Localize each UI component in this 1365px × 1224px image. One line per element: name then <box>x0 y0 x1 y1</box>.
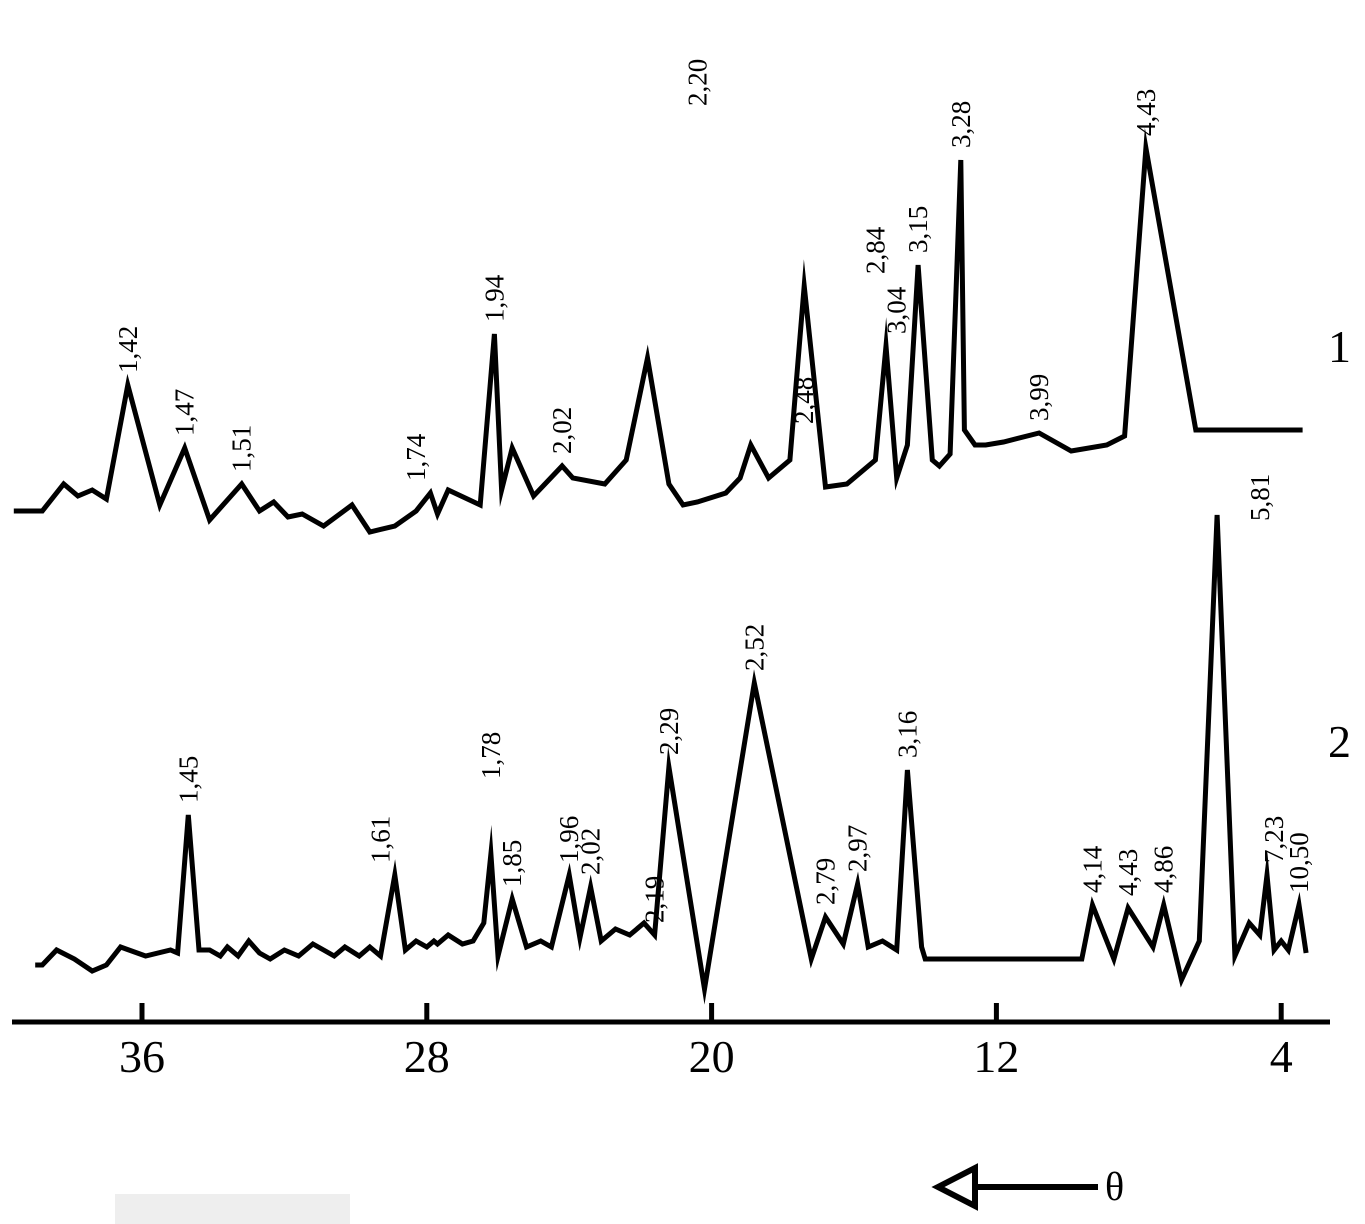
series-1-trace <box>13 127 1303 535</box>
peak-label: 1,45 <box>173 756 203 803</box>
peak-label: 3,04 <box>882 286 912 334</box>
peak-label: 2,48 <box>789 377 819 424</box>
peak-label: 2,79 <box>811 858 841 905</box>
peak-label: 10,50 <box>1284 832 1314 893</box>
peak-label: 4,86 <box>1149 846 1179 893</box>
arrow-left-icon <box>931 1163 978 1211</box>
peak-label: 3,15 <box>903 206 933 253</box>
x-tick-label: 36 <box>119 1031 165 1082</box>
peak-label: 4,14 <box>1078 845 1108 893</box>
peak-label: 1,74 <box>401 433 431 481</box>
peak-label: 1,78 <box>476 732 506 779</box>
peak-label: 4,43 <box>1131 89 1161 136</box>
peak-label: 1,96 <box>554 816 584 863</box>
x-tick-label: 12 <box>973 1031 1019 1082</box>
direction-indicator: θ <box>931 1163 1124 1211</box>
peak-label: 1,94 <box>479 274 509 322</box>
x-tick-label: 4 <box>1270 1031 1293 1082</box>
grey-box <box>115 1194 350 1224</box>
peak-label-layer: 1,42 1,47 1,51 1,74 1,94 2,02 2,20 2,48 2,84 3,04… <box>113 59 1314 923</box>
peak-label: 7,23 <box>1259 816 1289 863</box>
x-tick-label: 28 <box>404 1031 450 1082</box>
x-tick-label: 20 <box>689 1031 735 1082</box>
peak-label: 2,20 <box>682 59 712 106</box>
x-axis: 36 28 20 12 4 <box>12 1003 1330 1082</box>
peak-label: 2,19 <box>640 876 670 923</box>
direction-label: θ <box>1105 1164 1124 1209</box>
peak-label: 2,29 <box>654 708 684 755</box>
peak-label: 1,61 <box>366 816 396 863</box>
trace-layer <box>13 127 1309 1005</box>
peak-label: 4,43 <box>1113 849 1143 896</box>
peak-label: 2,02 <box>547 407 577 454</box>
peak-label: 2,84 <box>860 226 890 274</box>
peak-label: 1,42 <box>113 326 143 373</box>
peak-label: 3,99 <box>1024 374 1054 421</box>
peak-label: 2,97 <box>843 825 873 872</box>
peak-label: 3,28 <box>946 101 976 148</box>
peak-label: 2,52 <box>739 624 769 671</box>
peak-label: 1,47 <box>170 389 200 436</box>
series-label-layer: 12 <box>1328 321 1351 767</box>
peak-label: 2,02 <box>576 828 606 875</box>
peak-label: 5,81 <box>1245 474 1275 521</box>
peak-label: 3,16 <box>892 711 922 758</box>
peak-label: 1,85 <box>497 840 527 887</box>
series-2-label: 2 <box>1328 716 1351 767</box>
series-1-label: 1 <box>1328 321 1351 372</box>
series-2-trace <box>35 514 1309 1005</box>
peak-label: 1,51 <box>227 425 257 472</box>
